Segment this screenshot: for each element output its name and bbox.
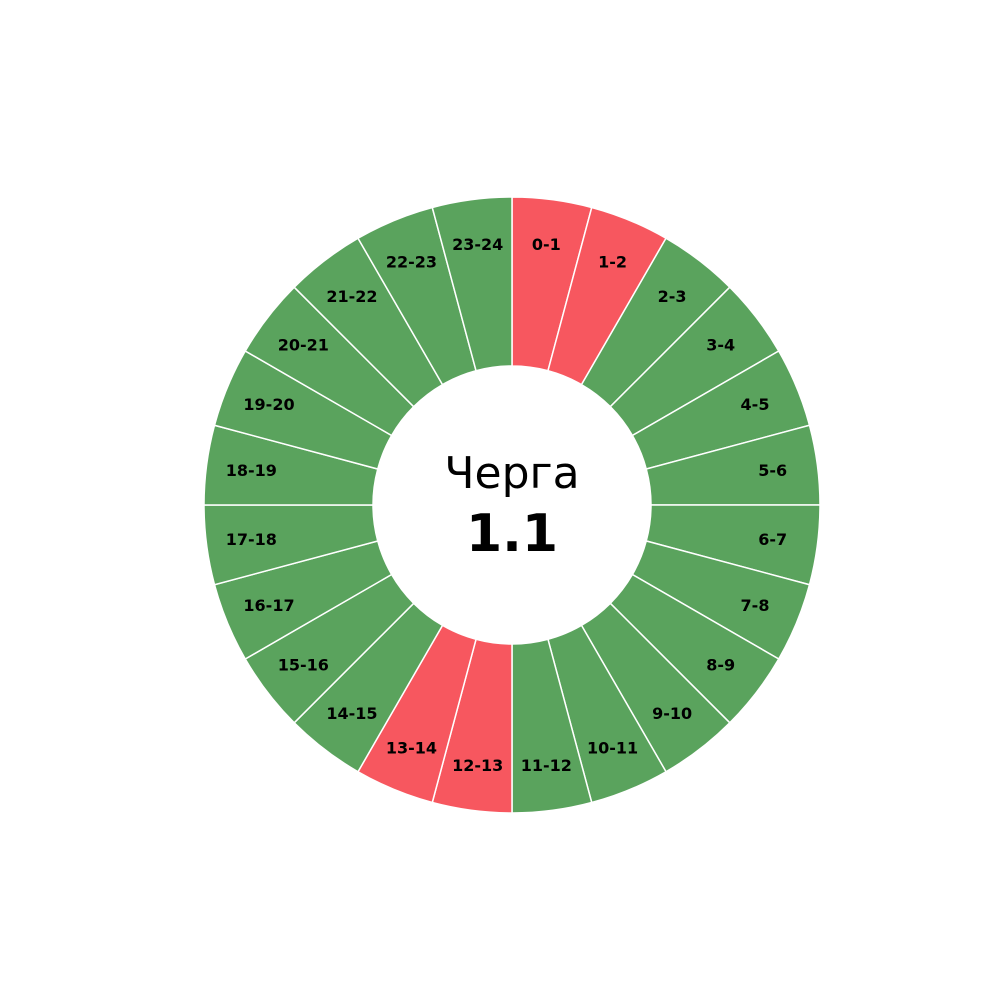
- segment-23-24: [431, 196, 513, 372]
- segment-label: 15-16: [278, 656, 329, 675]
- segment-label: 10-11: [587, 739, 638, 758]
- segment-label: 1-2: [598, 253, 627, 272]
- segment-labels: 0-1 1-2 2-3 3-4 4-5 5-6 6-7 7-8 8-9 9-10 10-11 11-1…: [226, 235, 787, 775]
- segment-label: 16-17: [243, 596, 294, 615]
- center-value: 1.1: [466, 504, 558, 564]
- segment-label: 17-18: [226, 530, 277, 549]
- segment-label: 21-22: [326, 287, 377, 306]
- segment-label: 0-1: [532, 235, 561, 254]
- center-title: Черга: [444, 448, 579, 499]
- segment-label: 11-12: [521, 756, 572, 775]
- segment-label: 4-5: [741, 395, 770, 414]
- segment-label: 23-24: [452, 235, 503, 254]
- segment-label: 2-3: [658, 287, 687, 306]
- segment-label: 9-10: [652, 704, 692, 723]
- segment-label: 22-23: [386, 253, 437, 272]
- segment-label: 12-13: [452, 756, 503, 775]
- segment-label: 7-8: [741, 596, 770, 615]
- segment-label: 20-21: [278, 335, 329, 354]
- segment-label: 19-20: [243, 395, 294, 414]
- segment-label: 13-14: [386, 739, 437, 758]
- segment-label: 5-6: [758, 461, 787, 480]
- segment-label: 18-19: [226, 461, 277, 480]
- segment-label: 6-7: [758, 530, 787, 549]
- donut-segments: [203, 196, 821, 814]
- segment-label: 14-15: [326, 704, 377, 723]
- segment-label: 3-4: [706, 335, 735, 354]
- segment-label: 8-9: [706, 656, 735, 675]
